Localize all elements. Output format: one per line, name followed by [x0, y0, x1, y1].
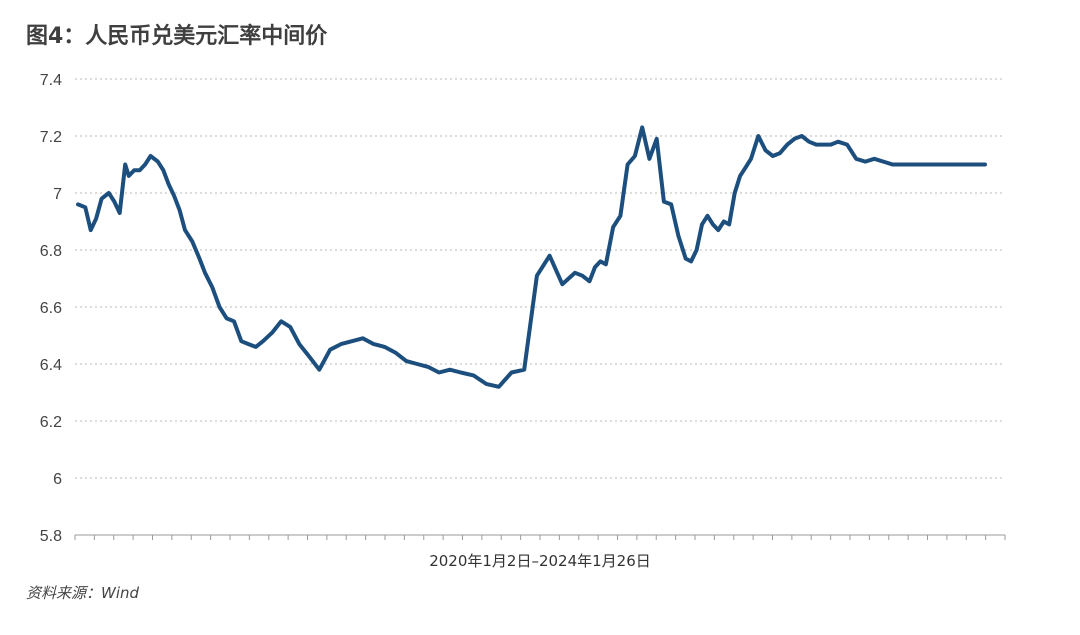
y-tick-label: 7	[53, 186, 62, 203]
y-tick-label: 6.6	[40, 300, 62, 317]
series-line	[76, 125, 987, 389]
source-note: 资料来源：Wind	[26, 584, 140, 602]
y-tick-label: 5.8	[40, 528, 62, 545]
x-axis-label: 2020年1月2日–2024年1月26日	[429, 552, 651, 570]
y-tick-label: 7.2	[40, 129, 62, 146]
chart-title: 图4：人民币兑美元汇率中间价	[26, 24, 328, 49]
y-tick-labels: 7.4 7.2 7 6.8 6.6 6.4 6.2 6 5.8	[40, 72, 62, 545]
gridlines	[75, 78, 1005, 479]
y-tick-label: 6	[53, 471, 62, 488]
x-axis-ticks	[74, 535, 1006, 540]
y-tick-label: 6.4	[40, 357, 62, 374]
y-tick-label: 6.8	[40, 243, 62, 260]
y-tick-label: 7.4	[40, 72, 62, 89]
y-tick-label: 6.2	[40, 414, 62, 431]
